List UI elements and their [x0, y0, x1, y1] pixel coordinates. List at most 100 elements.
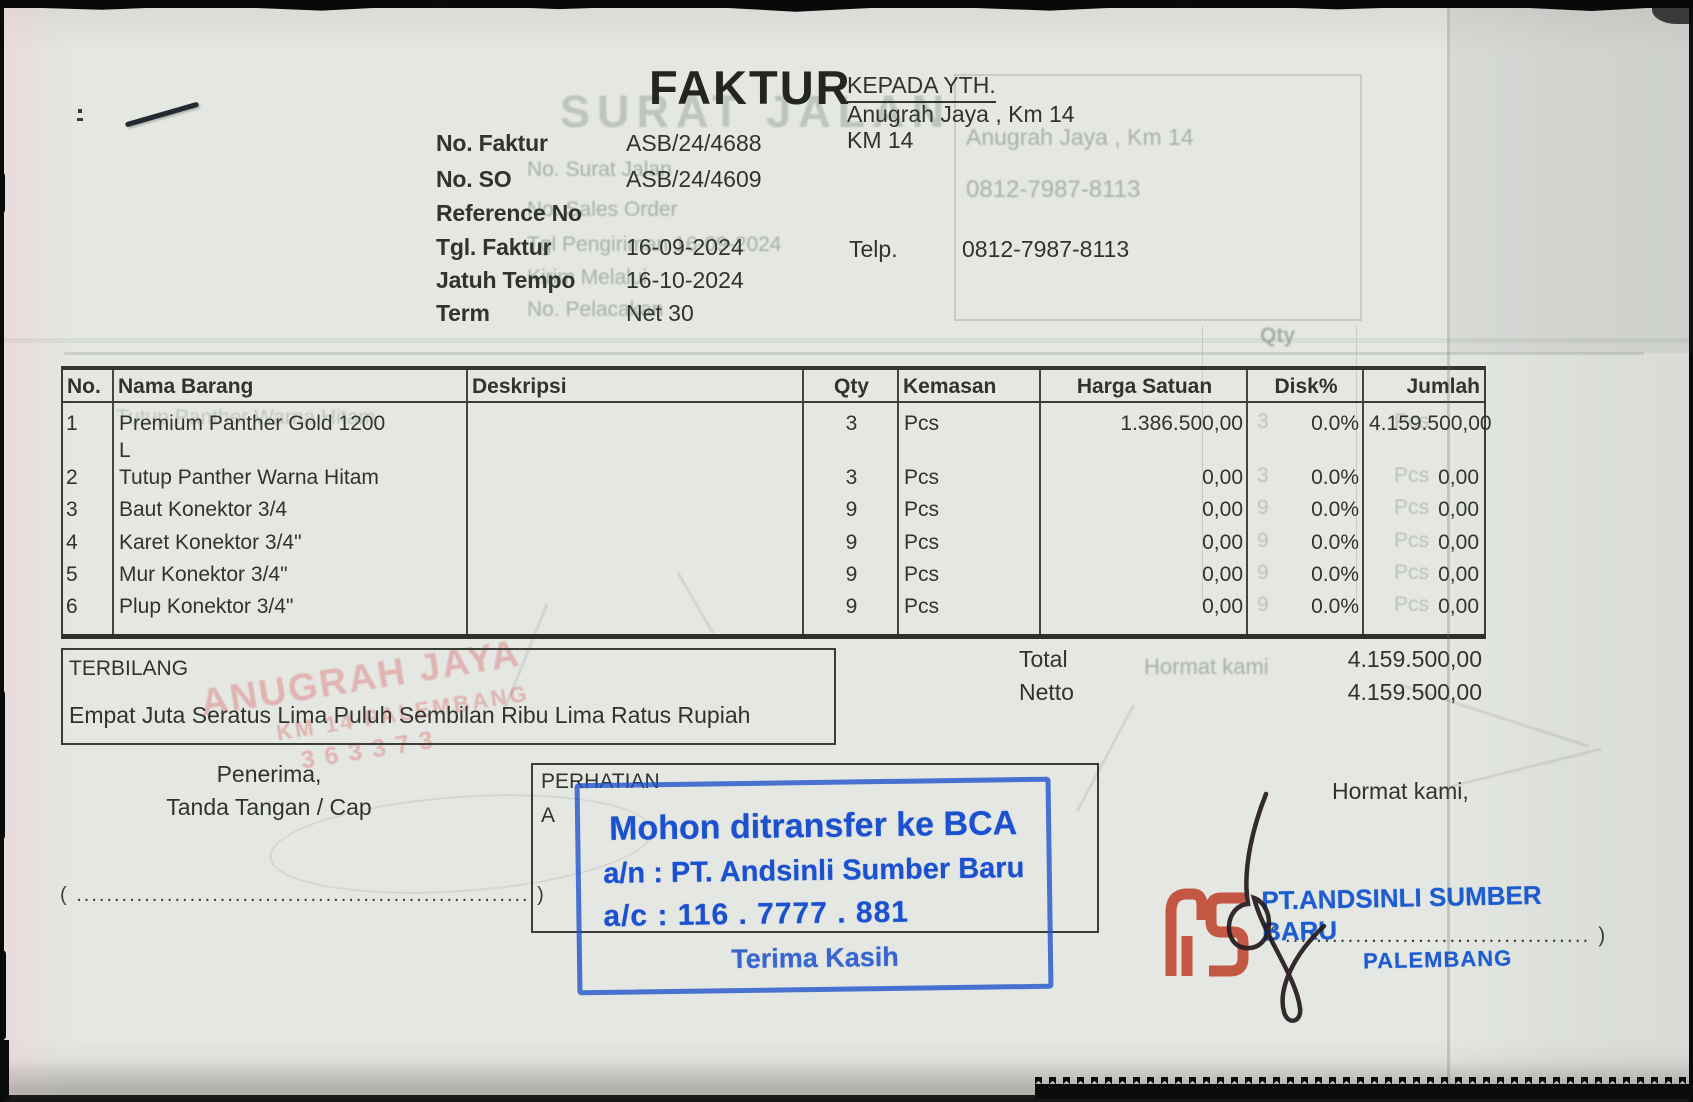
signature-scribble [1226, 791, 1327, 1023]
ghost-qty: 3 [1257, 464, 1269, 487]
fold-shadow [1450, 8, 1693, 353]
phone-value: 0812-7987-8113 [962, 236, 1130, 262]
cell-disk: 0.0% [1311, 531, 1359, 554]
cell-disk: 0.0% [1311, 466, 1359, 489]
cell-qty: 9 [845, 595, 858, 618]
header-kemasan: Kemasan [903, 375, 997, 398]
hormat-kami-label: Hormat kami, [1332, 778, 1469, 804]
cell-jumlah: 0,00 [1438, 595, 1479, 618]
cell-kemasan: Pcs [904, 531, 940, 554]
torn-top-edge [0, 0, 1693, 12]
stamp-line-thanks: Terima Kasih [731, 941, 899, 975]
ghost-kemasan: Pcs [1394, 593, 1430, 616]
table-header: No. Nama Barang Deskripsi Qty Kemasan Ha… [63, 373, 1484, 401]
cell-no: 6 [66, 595, 78, 618]
ghost-kemasan: Pcs [1394, 561, 1430, 584]
total-value: 4.159.500,00 [1347, 646, 1482, 672]
stamp-line-account-number: a/c : 116 . 7777 . 881 [603, 895, 910, 933]
cell-harga: 0,00 [1202, 531, 1243, 554]
meta-value: 16-10-2024 [626, 267, 744, 293]
ghost-table-line [64, 352, 1644, 355]
invoice-sheet: SURAT JALAN Anugrah Jaya , Km 14 0812-79… [4, 8, 1693, 1102]
header-desk: Deskripsi [472, 375, 567, 398]
ghost-row-echo: Tutup Panther Warna Hitam [116, 406, 376, 429]
recipient-address: KM 14 [847, 127, 914, 153]
ghost-table-vline [1356, 326, 1357, 606]
cell-deskripsi [468, 593, 804, 620]
invoice-table: No. Nama Barang Deskripsi Qty Kemasan Ha… [61, 366, 1492, 639]
terbilang-text: Empat Juta Seratus Lima Puluh Sembilan R… [69, 702, 751, 728]
column-divider [1362, 370, 1364, 634]
colon-mark [77, 118, 83, 121]
cell-deskripsi [468, 529, 804, 556]
ghost-kemasan: Pcs [1394, 496, 1430, 519]
cell-qty: 9 [845, 531, 858, 554]
ghost-meta-line: Tgl Pengiriman 16-09-2024 [527, 233, 782, 256]
penerima-line1: Penerima, [216, 761, 322, 787]
cell-kemasan: Pcs [904, 498, 940, 521]
cell-qty: 9 [845, 498, 858, 521]
column-divider [112, 370, 114, 634]
cell-nama: Karet Konektor 3/4" [119, 531, 302, 554]
cell-disk: 0.0% [1311, 498, 1359, 521]
cell-harga: 0,00 [1202, 563, 1243, 586]
cell-disk: 0.0% [1311, 412, 1359, 435]
header-qty: Qty [833, 375, 869, 398]
cell-no: 4 [66, 531, 78, 554]
cell-jumlah: 4.159.500,00 [1369, 412, 1492, 435]
cell-deskripsi [468, 496, 804, 523]
cell-kemasan: Pcs [904, 595, 940, 618]
cell-no: 2 [66, 466, 78, 489]
ghost-qty: 9 [1257, 593, 1269, 616]
total-label: Total [1019, 646, 1068, 672]
cell-kemasan: Pcs [904, 412, 940, 435]
cell-qty: 3 [845, 466, 858, 489]
cell-harga: 0,00 [1202, 595, 1243, 618]
table-row: 4 Karet Konektor 3/4" 9 Pcs 0,00 0.0% 0,00 [63, 529, 1484, 556]
phone-label: Telp. [849, 236, 898, 262]
cell-jumlah: 0,00 [1438, 563, 1479, 586]
ghost-qty-header: Qty [1260, 324, 1296, 347]
ghost-kemasan: Pcs [1394, 410, 1430, 433]
corner-smudge [1652, 0, 1693, 24]
penerima-dots-line: ( ......................................… [60, 884, 546, 906]
cell-harga: 0,00 [1202, 466, 1243, 489]
corner-sliver [0, 1040, 9, 1099]
terbilang-box: TERBILANG Empat Juta Seratus Lima Puluh … [61, 648, 836, 745]
cell-nama: Tutup Panther Warna Hitam [119, 466, 379, 489]
ghost-kemasan: Pcs [1394, 464, 1430, 487]
meta-value: ASB/24/4609 [626, 166, 762, 192]
cell-kemasan: Pcs [904, 563, 940, 586]
netto-value: 4.159.500,00 [1347, 679, 1482, 705]
header-jumlah: Jumlah [1406, 375, 1480, 398]
ghost-address-box [954, 74, 1362, 321]
paper-crease [4, 338, 1689, 343]
header-disk: Disk% [1274, 375, 1338, 398]
perhatian-box: PERHATIAN A [531, 763, 1099, 933]
payment-stamp: Mohon ditransfer ke BCA a/n : PT. Andsin… [574, 776, 1054, 996]
left-edge-mark [0, 690, 5, 840]
meta-label: Jatuh Tempo [436, 267, 576, 293]
cell-deskripsi [468, 561, 804, 588]
meta-value: Net 30 [626, 300, 694, 326]
cell-qty: 9 [845, 563, 858, 586]
table-row: 2 Tutup Panther Warna Hitam 3 Pcs 0,00 0.0% 0,… [63, 464, 1484, 491]
company-logo-stamp [1165, 888, 1249, 977]
cell-kemasan: Pcs [904, 466, 940, 489]
left-edge-mark [0, 172, 5, 214]
table-row: 3 Baut Konektor 3/4 9 Pcs 0,00 0.0% 0,00 [63, 496, 1484, 523]
cell-harga: 0,00 [1202, 498, 1243, 521]
staple-mark [124, 101, 200, 128]
perforated-bottom-edge [1035, 1077, 1693, 1099]
header-divider [63, 401, 1484, 403]
table-row: 6 Plup Konektor 3/4" 9 Pcs 0,00 0.0% 0,00 [63, 593, 1484, 620]
ghost-phone-line: 0812-7987-8113 [966, 176, 1141, 203]
header-nama: Nama Barang [118, 375, 254, 398]
ghost-address-line: Anugrah Jaya , Km 14 [966, 124, 1194, 150]
cell-jumlah: 0,00 [1438, 498, 1479, 521]
ghost-kemasan: Pcs [1394, 529, 1430, 552]
ghost-meta-line: No. Surat Jalan [527, 158, 672, 181]
cell-harga: 1.386.500,00 [1120, 412, 1243, 435]
penerima-block: Penerima, Tanda Tangan / Cap [124, 758, 414, 824]
cell-disk: 0.0% [1311, 595, 1359, 618]
